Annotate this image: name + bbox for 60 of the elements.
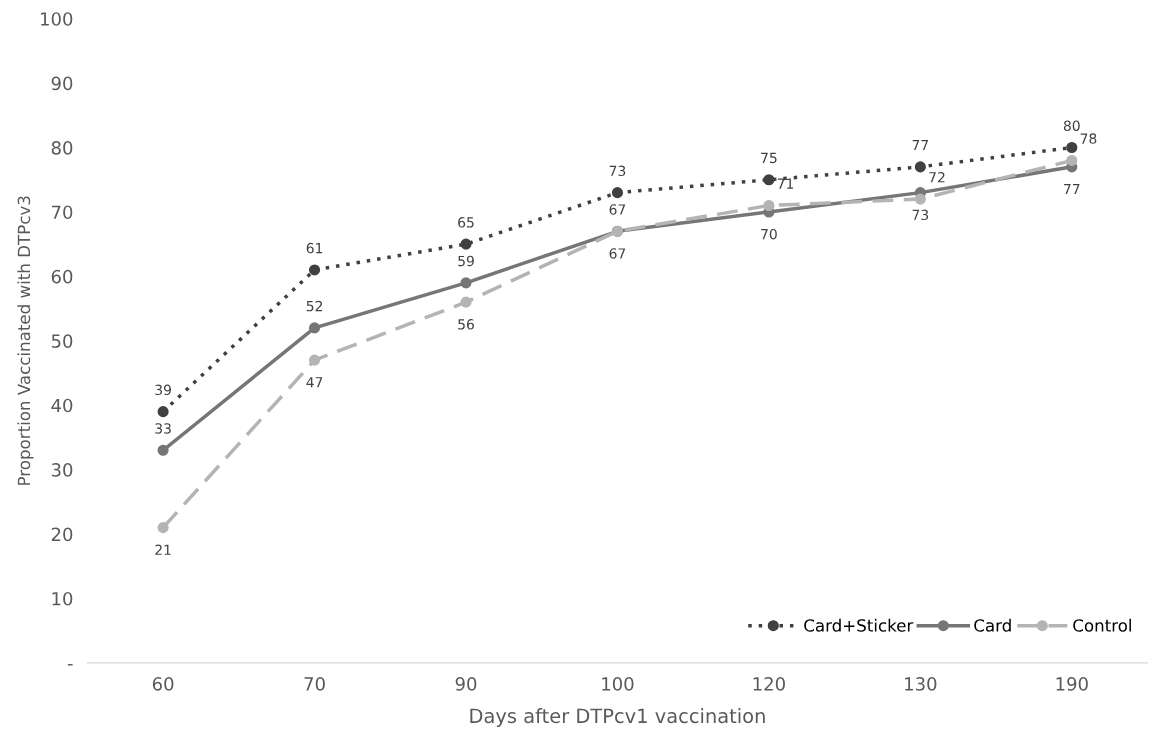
point (157, 522, 169, 534)
data-label: 56 (458, 319, 474, 330)
x-tick-label: 130 (905, 677, 937, 691)
data-label: 75 (761, 152, 777, 164)
data-label: 73 (609, 165, 626, 177)
y-tick-label: - (67, 664, 73, 666)
x-axis-title: Days after DTPcv1 vaccination (470, 708, 765, 727)
data-label: 80 (1063, 120, 1080, 131)
point (157, 444, 169, 456)
y-tick-label: 10 (52, 591, 73, 606)
data-label: 59 (458, 255, 474, 267)
data-label: 65 (458, 217, 474, 228)
legend-label: Card+Sticker (804, 618, 914, 632)
data-label: 67 (609, 204, 626, 215)
data-label: 78 (1080, 133, 1097, 144)
point (763, 174, 775, 186)
y-tick-label: 30 (51, 463, 73, 477)
y-tick-label: 20 (51, 527, 73, 542)
point (1066, 141, 1078, 154)
data-label: 39 (155, 384, 171, 396)
x-tick-label: 70 (304, 677, 325, 691)
y-tick-label: 90 (51, 76, 73, 91)
point (763, 199, 775, 212)
point (460, 277, 472, 289)
point (1066, 154, 1078, 166)
point (460, 238, 472, 250)
y-tick-label: 70 (51, 205, 73, 220)
point (914, 193, 926, 205)
data-label: 77 (912, 139, 928, 151)
data-label: 72 (929, 172, 945, 183)
y-tick-label: 60 (51, 269, 73, 284)
point (308, 322, 321, 334)
data-label: 33 (155, 423, 171, 434)
x-tick-label: 190 (1056, 677, 1088, 691)
data-label: 47 (306, 377, 323, 388)
point (308, 354, 321, 366)
data-label: 71 (777, 178, 794, 189)
point (611, 187, 624, 199)
data-label: 61 (306, 242, 323, 254)
y-axis-title: Proportion Vaccinated with DTPcv3 (17, 196, 34, 485)
data-label: 77 (1064, 183, 1080, 195)
y-tick-label: 40 (51, 398, 73, 413)
data-label: 73 (912, 209, 929, 221)
data-label: 21 (155, 544, 171, 555)
legend-label: Card (974, 618, 1011, 632)
data-label: 70 (761, 228, 777, 240)
data-label: 52 (306, 300, 322, 312)
data-label: 67 (609, 248, 626, 259)
y-tick-label: 100 (41, 12, 73, 26)
legend-label: Control (1073, 618, 1131, 632)
y-tick-label: 80 (51, 141, 73, 155)
x-tick-label: 90 (455, 677, 477, 691)
point (308, 264, 321, 276)
point (460, 296, 472, 308)
point (914, 161, 926, 173)
point (157, 406, 169, 418)
x-tick-label: 120 (753, 677, 785, 691)
x-tick-label: 60 (152, 677, 174, 691)
x-tick-label: 100 (602, 677, 634, 691)
y-tick-label: 50 (51, 334, 73, 348)
